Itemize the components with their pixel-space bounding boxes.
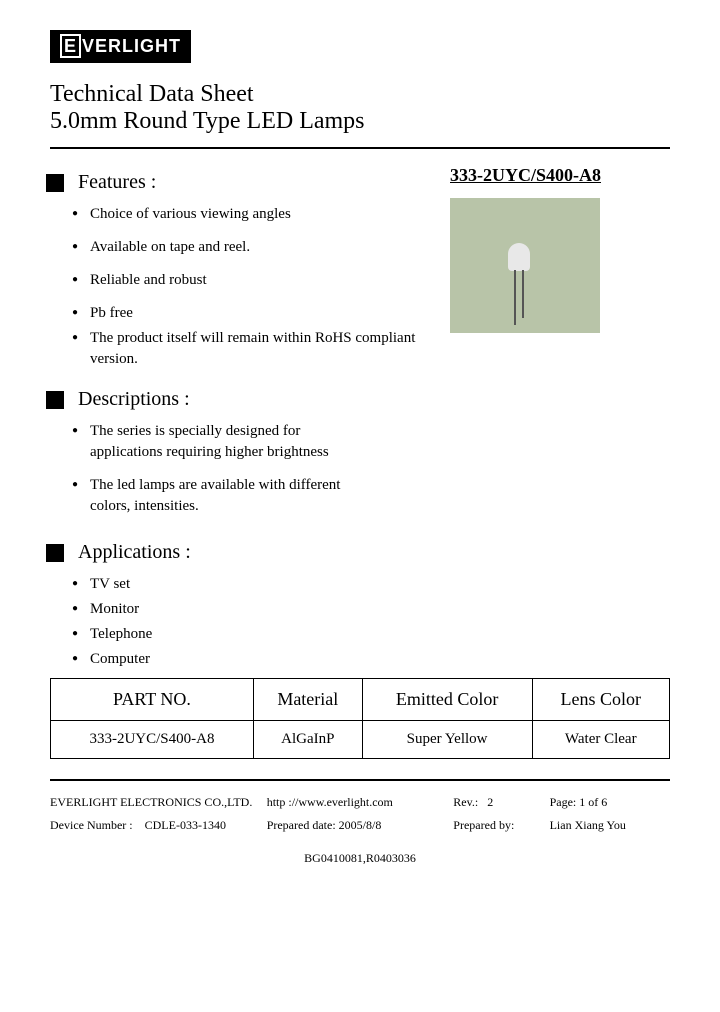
features-heading: Features :	[50, 171, 450, 194]
footer-device: Device Number : CDLE-033-1340	[50, 818, 261, 833]
header-rule	[50, 147, 670, 149]
footer-rule	[50, 779, 670, 781]
spec-table: PART NO. Material Emitted Color Lens Col…	[50, 678, 670, 759]
feature-item: Choice of various viewing angles	[90, 204, 450, 225]
table-header: Emitted Color	[362, 679, 532, 721]
application-item: Telephone	[90, 624, 670, 645]
applications-heading: Applications :	[50, 541, 670, 564]
table-cell: Water Clear	[532, 721, 670, 759]
features-list: Choice of various viewing angles Availab…	[50, 204, 450, 370]
feature-item: Pb free	[90, 303, 450, 324]
table-cell: Super Yellow	[362, 721, 532, 759]
document-code: BG0410081,R0403036	[50, 851, 670, 866]
table-row: 333-2UYC/S400-A8 AlGaInP Super Yellow Wa…	[51, 721, 670, 759]
doc-title-1: Technical Data Sheet	[50, 81, 670, 108]
doc-title-2: 5.0mm Round Type LED Lamps	[50, 108, 670, 135]
table-header: PART NO.	[51, 679, 254, 721]
application-item: TV set	[90, 574, 670, 595]
footer-prepby-value: Lian Xiang You	[550, 818, 670, 833]
table-cell: AlGaInP	[253, 721, 362, 759]
feature-item: The product itself will remain within Ro…	[90, 328, 450, 370]
feature-item: Available on tape and reel.	[90, 237, 450, 258]
description-item: The series is specially designed for app…	[90, 421, 370, 463]
footer-prepby-label: Prepared by:	[453, 818, 543, 833]
applications-section: Applications : TV set Monitor Telephone …	[50, 541, 670, 670]
footer-rev: Rev.: 2	[453, 795, 543, 810]
footer-prepdate: Prepared date: 2005/8/8	[267, 818, 448, 833]
square-bullet-icon	[46, 391, 64, 409]
table-header-row: PART NO. Material Emitted Color Lens Col…	[51, 679, 670, 721]
application-item: Monitor	[90, 599, 670, 620]
part-number-header: 333-2UYC/S400-A8	[450, 165, 670, 186]
application-item: Computer	[90, 649, 670, 670]
table-header: Material	[253, 679, 362, 721]
led-body-shape	[508, 243, 530, 271]
footer-company: EVERLIGHT ELECTRONICS CO.,LTD.	[50, 795, 261, 810]
square-bullet-icon	[46, 544, 64, 562]
led-lead	[514, 270, 516, 325]
feature-item: Reliable and robust	[90, 270, 450, 291]
footer-page: Page: 1 of 6	[550, 795, 670, 810]
descriptions-heading: Descriptions :	[50, 388, 670, 411]
table-header: Lens Color	[532, 679, 670, 721]
product-photo	[450, 198, 600, 333]
footer-http: http ://www.everlight.com	[267, 795, 448, 810]
applications-list: TV set Monitor Telephone Computer	[50, 574, 670, 670]
led-lead	[522, 270, 524, 318]
descriptions-section: Descriptions : The series is specially d…	[50, 388, 670, 517]
square-bullet-icon	[46, 174, 64, 192]
description-item: The led lamps are available with differe…	[90, 475, 370, 517]
features-section: Features : Choice of various viewing ang…	[50, 171, 450, 370]
page-footer: EVERLIGHT ELECTRONICS CO.,LTD. http ://w…	[50, 795, 670, 833]
company-logo: EVERLIGHT	[50, 30, 191, 63]
descriptions-list: The series is specially designed for app…	[50, 421, 670, 517]
table-cell: 333-2UYC/S400-A8	[51, 721, 254, 759]
